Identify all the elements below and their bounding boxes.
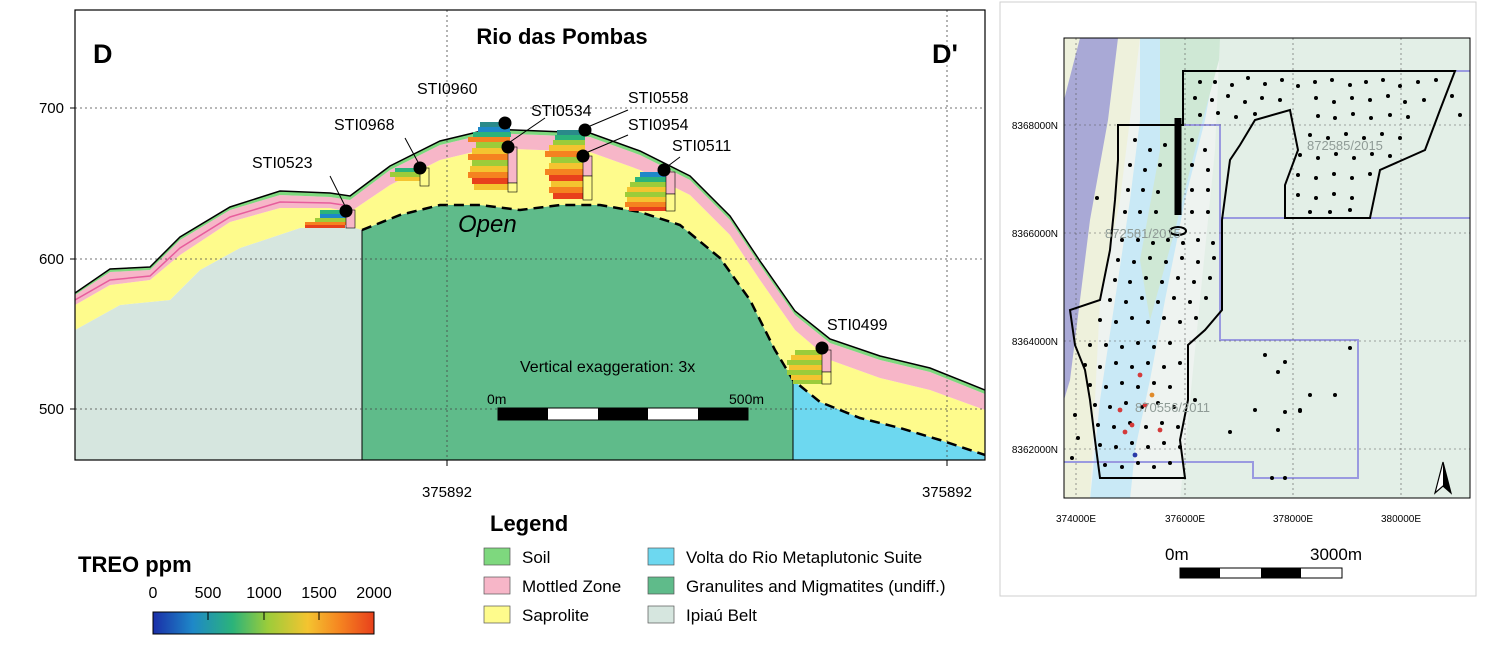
colorbar-tick-2000: 2000 <box>356 585 392 602</box>
colorbar-title: TREO ppm <box>78 552 192 577</box>
well-label-sti0960: STI0960 <box>417 81 478 98</box>
y-tick-500: 500 <box>39 401 64 418</box>
well-label-sti0968: STI0968 <box>334 117 395 134</box>
map-frame <box>1063 37 1471 499</box>
y-tick-600: 600 <box>39 251 64 268</box>
map-y-tick-3: 8364000N <box>1012 337 1058 348</box>
svg-text:Saprolite: Saprolite <box>522 606 589 625</box>
sample-points <box>1070 76 1462 480</box>
tenement-label-870556: 870556/2011 <box>1135 400 1210 415</box>
x-tick-2: 375892 <box>922 484 972 501</box>
tenement-label-872581: 872581/2015 <box>1105 226 1181 241</box>
legend-item-volta-do-rio: Volta do Rio Metaplutonic Suite <box>647 547 922 567</box>
well-label-sti0511: STI0511 <box>672 138 731 155</box>
legend-title: Legend <box>490 511 568 536</box>
unit-soil <box>75 129 985 394</box>
y-tick-700: 700 <box>39 100 64 117</box>
svg-text:Granulites and Migmatites (und: Granulites and Migmatites (undiff.) <box>686 577 946 596</box>
colorbar-tick-1000: 1000 <box>246 585 282 602</box>
map-grid <box>1064 38 1470 498</box>
map-x-tick-2: 376000E <box>1165 514 1205 525</box>
scalebar-end: 500m <box>729 391 764 407</box>
legend-item-mottled-zone: Mottled Zone <box>483 576 621 596</box>
section-start-label: D <box>93 39 113 69</box>
svg-text:Volta do Rio Metaplutonic Suit: Volta do Rio Metaplutonic Suite <box>686 548 922 567</box>
map-y-tick-4: 8362000N <box>1012 445 1058 456</box>
map-x-tick-1: 374000E <box>1056 514 1096 525</box>
svg-text:Ipiaú Belt: Ipiaú Belt <box>686 606 757 625</box>
section-title: Rio das Pombas <box>476 24 647 49</box>
map-x-tick-4: 380000E <box>1381 514 1421 525</box>
project-boundary <box>1068 70 1457 479</box>
high-grade-points <box>1117 372 1163 458</box>
north-arrow-icon <box>1433 461 1453 495</box>
x-tick-1: 375892 <box>422 484 472 501</box>
well-label-sti0954: STI0954 <box>628 117 689 134</box>
well-label-sti0523: STI0523 <box>252 155 313 172</box>
colorbar-tick-0: 0 <box>149 585 158 602</box>
map-y-tick-2: 8366000N <box>1012 229 1058 240</box>
well-label-sti0558: STI0558 <box>628 90 689 107</box>
map-x-tick-3: 378000E <box>1273 514 1313 525</box>
svg-text:Mottled Zone: Mottled Zone <box>522 577 621 596</box>
map-scalebar-end: 3000m <box>1310 545 1362 564</box>
vertical-exaggeration-note: Vertical exaggeration: 3x <box>520 359 695 376</box>
svg-text:Soil: Soil <box>522 548 550 567</box>
well-label-sti0534: STI0534 <box>531 103 592 120</box>
section-end-label: D' <box>932 39 958 69</box>
colorbar-tick-500: 500 <box>195 585 222 602</box>
tenement-label-872585: 872585/2015 <box>1307 138 1383 153</box>
legend-item-saprolite: Saprolite <box>483 605 589 625</box>
open-annotation: Open <box>458 211 517 238</box>
location-map: 872585/2015 872581/2015 870556/2011 8368… <box>999 1 1477 597</box>
legend-item-ipiau-belt: Ipiaú Belt <box>647 605 757 625</box>
unit-granulites <box>362 205 793 460</box>
section-scalebar: 0m 500m <box>487 391 764 421</box>
drillholes: STI0523 STI0968 STI0960 STI0534 STI0558 … <box>252 81 888 355</box>
colorbar-tick-1500: 1500 <box>301 585 337 602</box>
legend-item-soil: Soil <box>483 547 550 567</box>
unit-saprolite <box>75 148 985 455</box>
map-scalebar: 0m 3000m <box>1165 545 1362 579</box>
scalebar-start: 0m <box>487 391 506 407</box>
well-label-sti0499: STI0499 <box>827 317 888 334</box>
legend: Legend Soil Mottled Zone Saprolite Volta… <box>483 511 946 625</box>
cross-section: 700 600 500 375892 375892 Rio das Pombas… <box>39 9 986 501</box>
treo-colorbar: TREO ppm 0 500 1000 1500 2000 <box>78 552 392 635</box>
drillhole-strips <box>305 122 832 385</box>
map-scalebar-start: 0m <box>1165 545 1189 564</box>
map-y-tick-1: 8368000N <box>1012 121 1058 132</box>
section-frame <box>74 9 986 461</box>
legend-item-granulites: Granulites and Migmatites (undiff.) <box>647 576 946 596</box>
unit-ipiau-belt <box>75 225 362 460</box>
